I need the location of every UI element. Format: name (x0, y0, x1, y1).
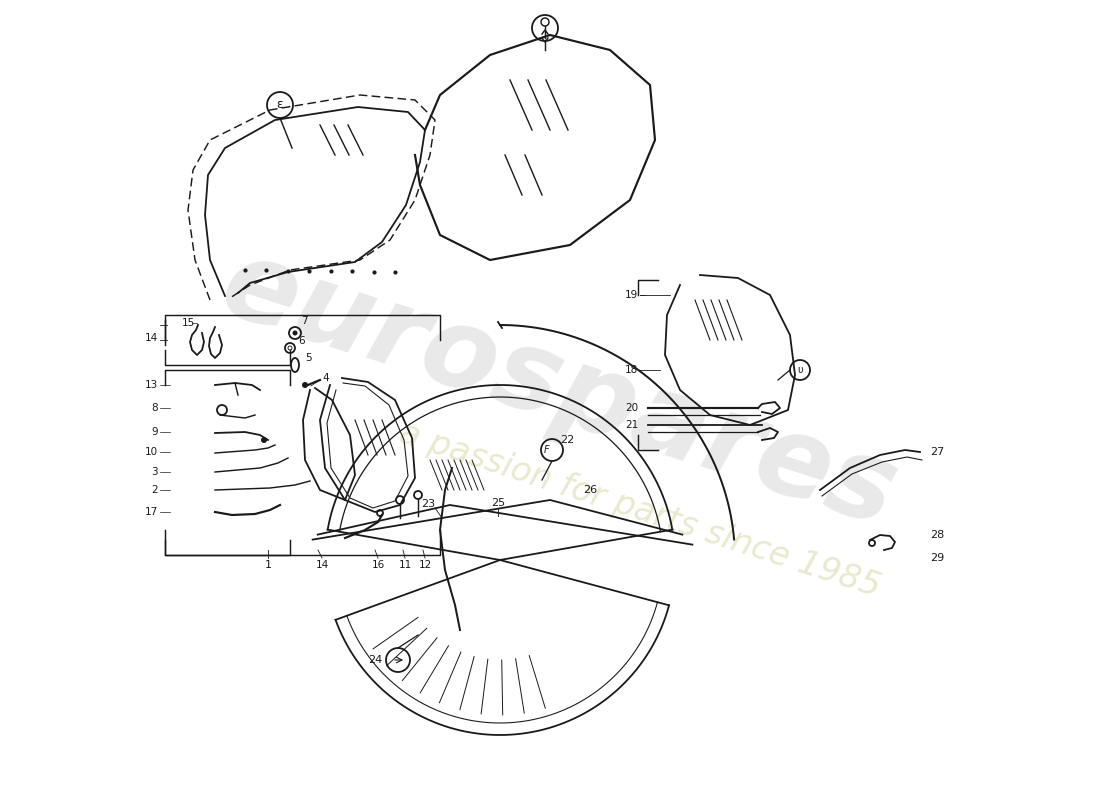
Text: 5: 5 (305, 353, 311, 363)
Text: 9: 9 (152, 427, 158, 437)
Circle shape (261, 437, 267, 443)
Text: ε: ε (277, 98, 284, 111)
Text: 27: 27 (930, 447, 944, 457)
Text: 28: 28 (930, 530, 944, 540)
Circle shape (293, 330, 297, 335)
Text: 11: 11 (398, 560, 411, 570)
Text: 7: 7 (300, 316, 307, 326)
Text: 12: 12 (418, 560, 431, 570)
Text: 15: 15 (182, 318, 196, 328)
Text: 19: 19 (625, 290, 638, 300)
Text: 14: 14 (145, 333, 158, 343)
Text: 22: 22 (560, 435, 574, 445)
Text: eurospares: eurospares (209, 230, 911, 550)
Text: 16: 16 (372, 560, 385, 570)
Text: F: F (544, 445, 550, 455)
Text: 3: 3 (152, 467, 158, 477)
Text: 1: 1 (264, 560, 272, 570)
Text: 6: 6 (298, 336, 305, 346)
Text: 13: 13 (145, 380, 158, 390)
Text: 26: 26 (583, 485, 597, 495)
Text: 4: 4 (322, 373, 329, 383)
Text: 25: 25 (491, 498, 505, 508)
Text: 21: 21 (625, 420, 638, 430)
Text: 14: 14 (316, 560, 329, 570)
Text: 8: 8 (152, 403, 158, 413)
Text: υ: υ (798, 365, 803, 375)
Circle shape (302, 382, 308, 388)
Text: 10: 10 (145, 447, 158, 457)
Text: 17: 17 (145, 507, 158, 517)
Text: 2: 2 (152, 485, 158, 495)
Text: a passion for parts since 1985: a passion for parts since 1985 (395, 417, 884, 603)
Text: 18: 18 (625, 365, 638, 375)
Text: 23: 23 (421, 499, 436, 509)
Text: 29: 29 (930, 553, 944, 563)
Text: 24: 24 (367, 655, 382, 665)
Text: 20: 20 (625, 403, 638, 413)
